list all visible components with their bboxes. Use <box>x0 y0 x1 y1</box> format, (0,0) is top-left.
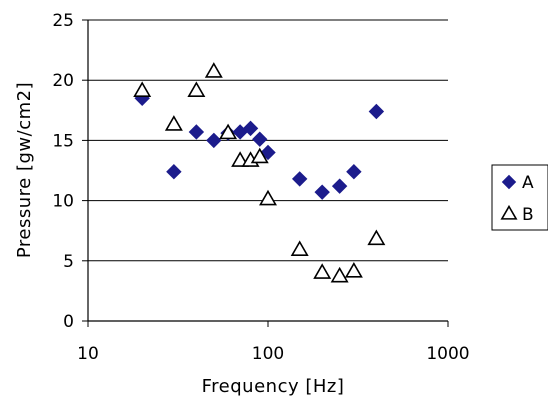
series-B-point <box>135 83 150 96</box>
y-tick-label: 20 <box>52 71 74 91</box>
series-B-point <box>315 265 330 278</box>
series-B-point <box>292 242 307 255</box>
data-points <box>135 64 384 282</box>
series-B-point <box>260 191 275 204</box>
series-B-point <box>206 64 221 77</box>
series-A-point <box>253 132 267 146</box>
series-B-point <box>332 268 347 281</box>
x-tick-label: 100 <box>252 344 284 364</box>
series-A-point <box>369 105 383 119</box>
y-axis-title: Pressure [gw/cm2] <box>14 82 35 258</box>
legend-box <box>492 165 548 230</box>
series-B-point <box>369 231 384 244</box>
series-B-point <box>346 264 361 277</box>
legend-label-A: A <box>522 173 534 193</box>
y-tick-label: 5 <box>63 252 74 272</box>
series-A-point <box>315 185 329 199</box>
series-A-point <box>293 172 307 186</box>
y-tick-label: 15 <box>52 131 74 151</box>
y-tick-label: 25 <box>52 11 74 31</box>
x-axis-title: Frequency [Hz] <box>202 376 345 397</box>
x-tick-label: 1000 <box>426 344 469 364</box>
legend-label-B: B <box>522 205 534 225</box>
series-A-point <box>207 133 221 147</box>
legend: AB <box>492 165 548 230</box>
series-B-point <box>166 117 181 130</box>
x-tick-label: 10 <box>77 344 99 364</box>
series-A-point <box>347 165 361 179</box>
y-tick-label: 10 <box>52 192 74 212</box>
x-tick-labels: 10 100 1000 <box>77 321 469 364</box>
series-A-point <box>167 165 181 179</box>
series-B-point <box>189 83 204 96</box>
series-A-point <box>189 125 203 139</box>
gridlines <box>88 20 448 261</box>
y-tick-label: 0 <box>63 312 74 332</box>
axes <box>88 20 448 321</box>
series-A-point <box>333 179 347 193</box>
y-tick-labels: 0 5 10 15 20 25 <box>52 11 88 332</box>
